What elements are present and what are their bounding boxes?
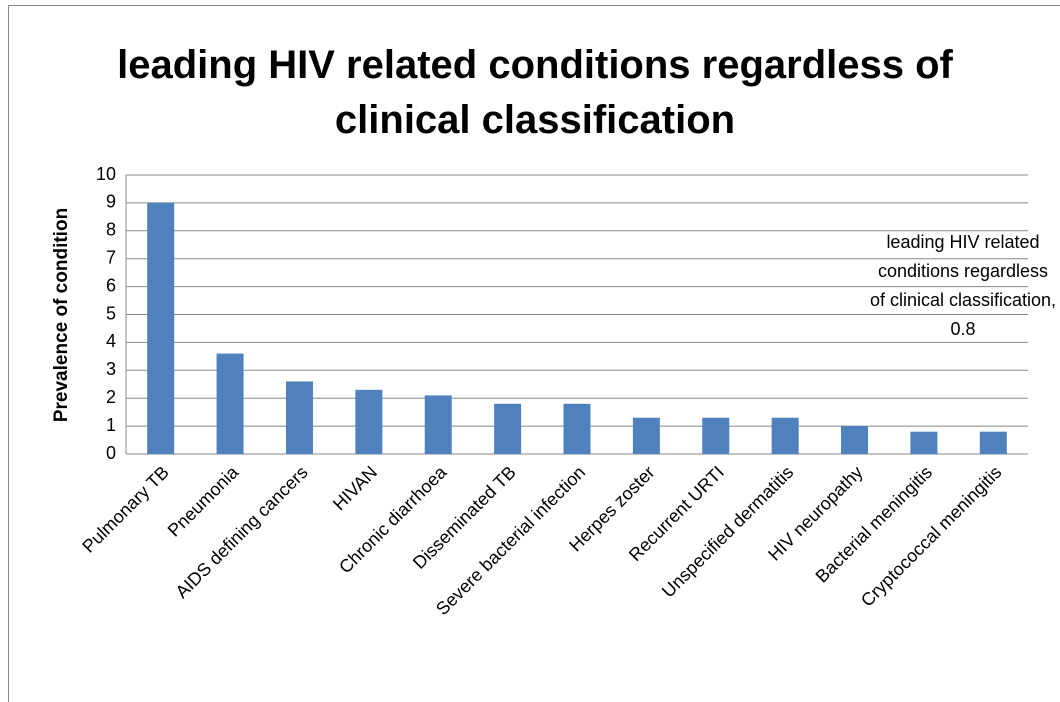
y-tick-label: 6 xyxy=(106,275,116,295)
bar xyxy=(910,431,938,454)
bar xyxy=(841,426,869,454)
bar xyxy=(702,417,730,454)
bar xyxy=(632,417,660,454)
bar xyxy=(563,403,591,454)
bar xyxy=(494,403,522,454)
x-tick-label: AIDS defining cancers xyxy=(172,462,312,602)
bar xyxy=(979,431,1007,454)
bar xyxy=(771,417,799,454)
chart-border xyxy=(8,5,1060,702)
y-tick-label: 2 xyxy=(106,387,116,407)
y-tick-label: 0 xyxy=(106,443,116,463)
y-tick-label: 8 xyxy=(106,220,116,240)
y-tick-label: 10 xyxy=(96,164,116,184)
y-tick-label: 5 xyxy=(106,303,116,323)
y-tick-label: 3 xyxy=(106,359,116,379)
x-tick-label: HIVAN xyxy=(329,462,381,514)
annotation: leading HIV related conditions regardles… xyxy=(869,232,1057,339)
chart-title: leading HIV related conditions regardles… xyxy=(117,43,953,142)
bar xyxy=(216,353,244,454)
y-axis-label: Prevalence of condition xyxy=(51,208,72,422)
y-tick-label: 4 xyxy=(106,331,116,351)
y-tick-label: 7 xyxy=(106,247,116,267)
y-tick-label: 1 xyxy=(106,415,116,435)
bar xyxy=(355,389,383,454)
y-tick-label: 9 xyxy=(106,192,116,212)
bar xyxy=(424,395,452,454)
x-tick-label: Unspecified dermatitis xyxy=(658,462,797,601)
x-tick-label: Bacterial meningitis xyxy=(812,462,937,587)
x-tick-label: Pulmonary TB xyxy=(78,462,173,557)
bar xyxy=(285,381,313,454)
x-tick-label: Cryptococcal meningitis xyxy=(857,462,1006,611)
bar xyxy=(147,202,175,454)
